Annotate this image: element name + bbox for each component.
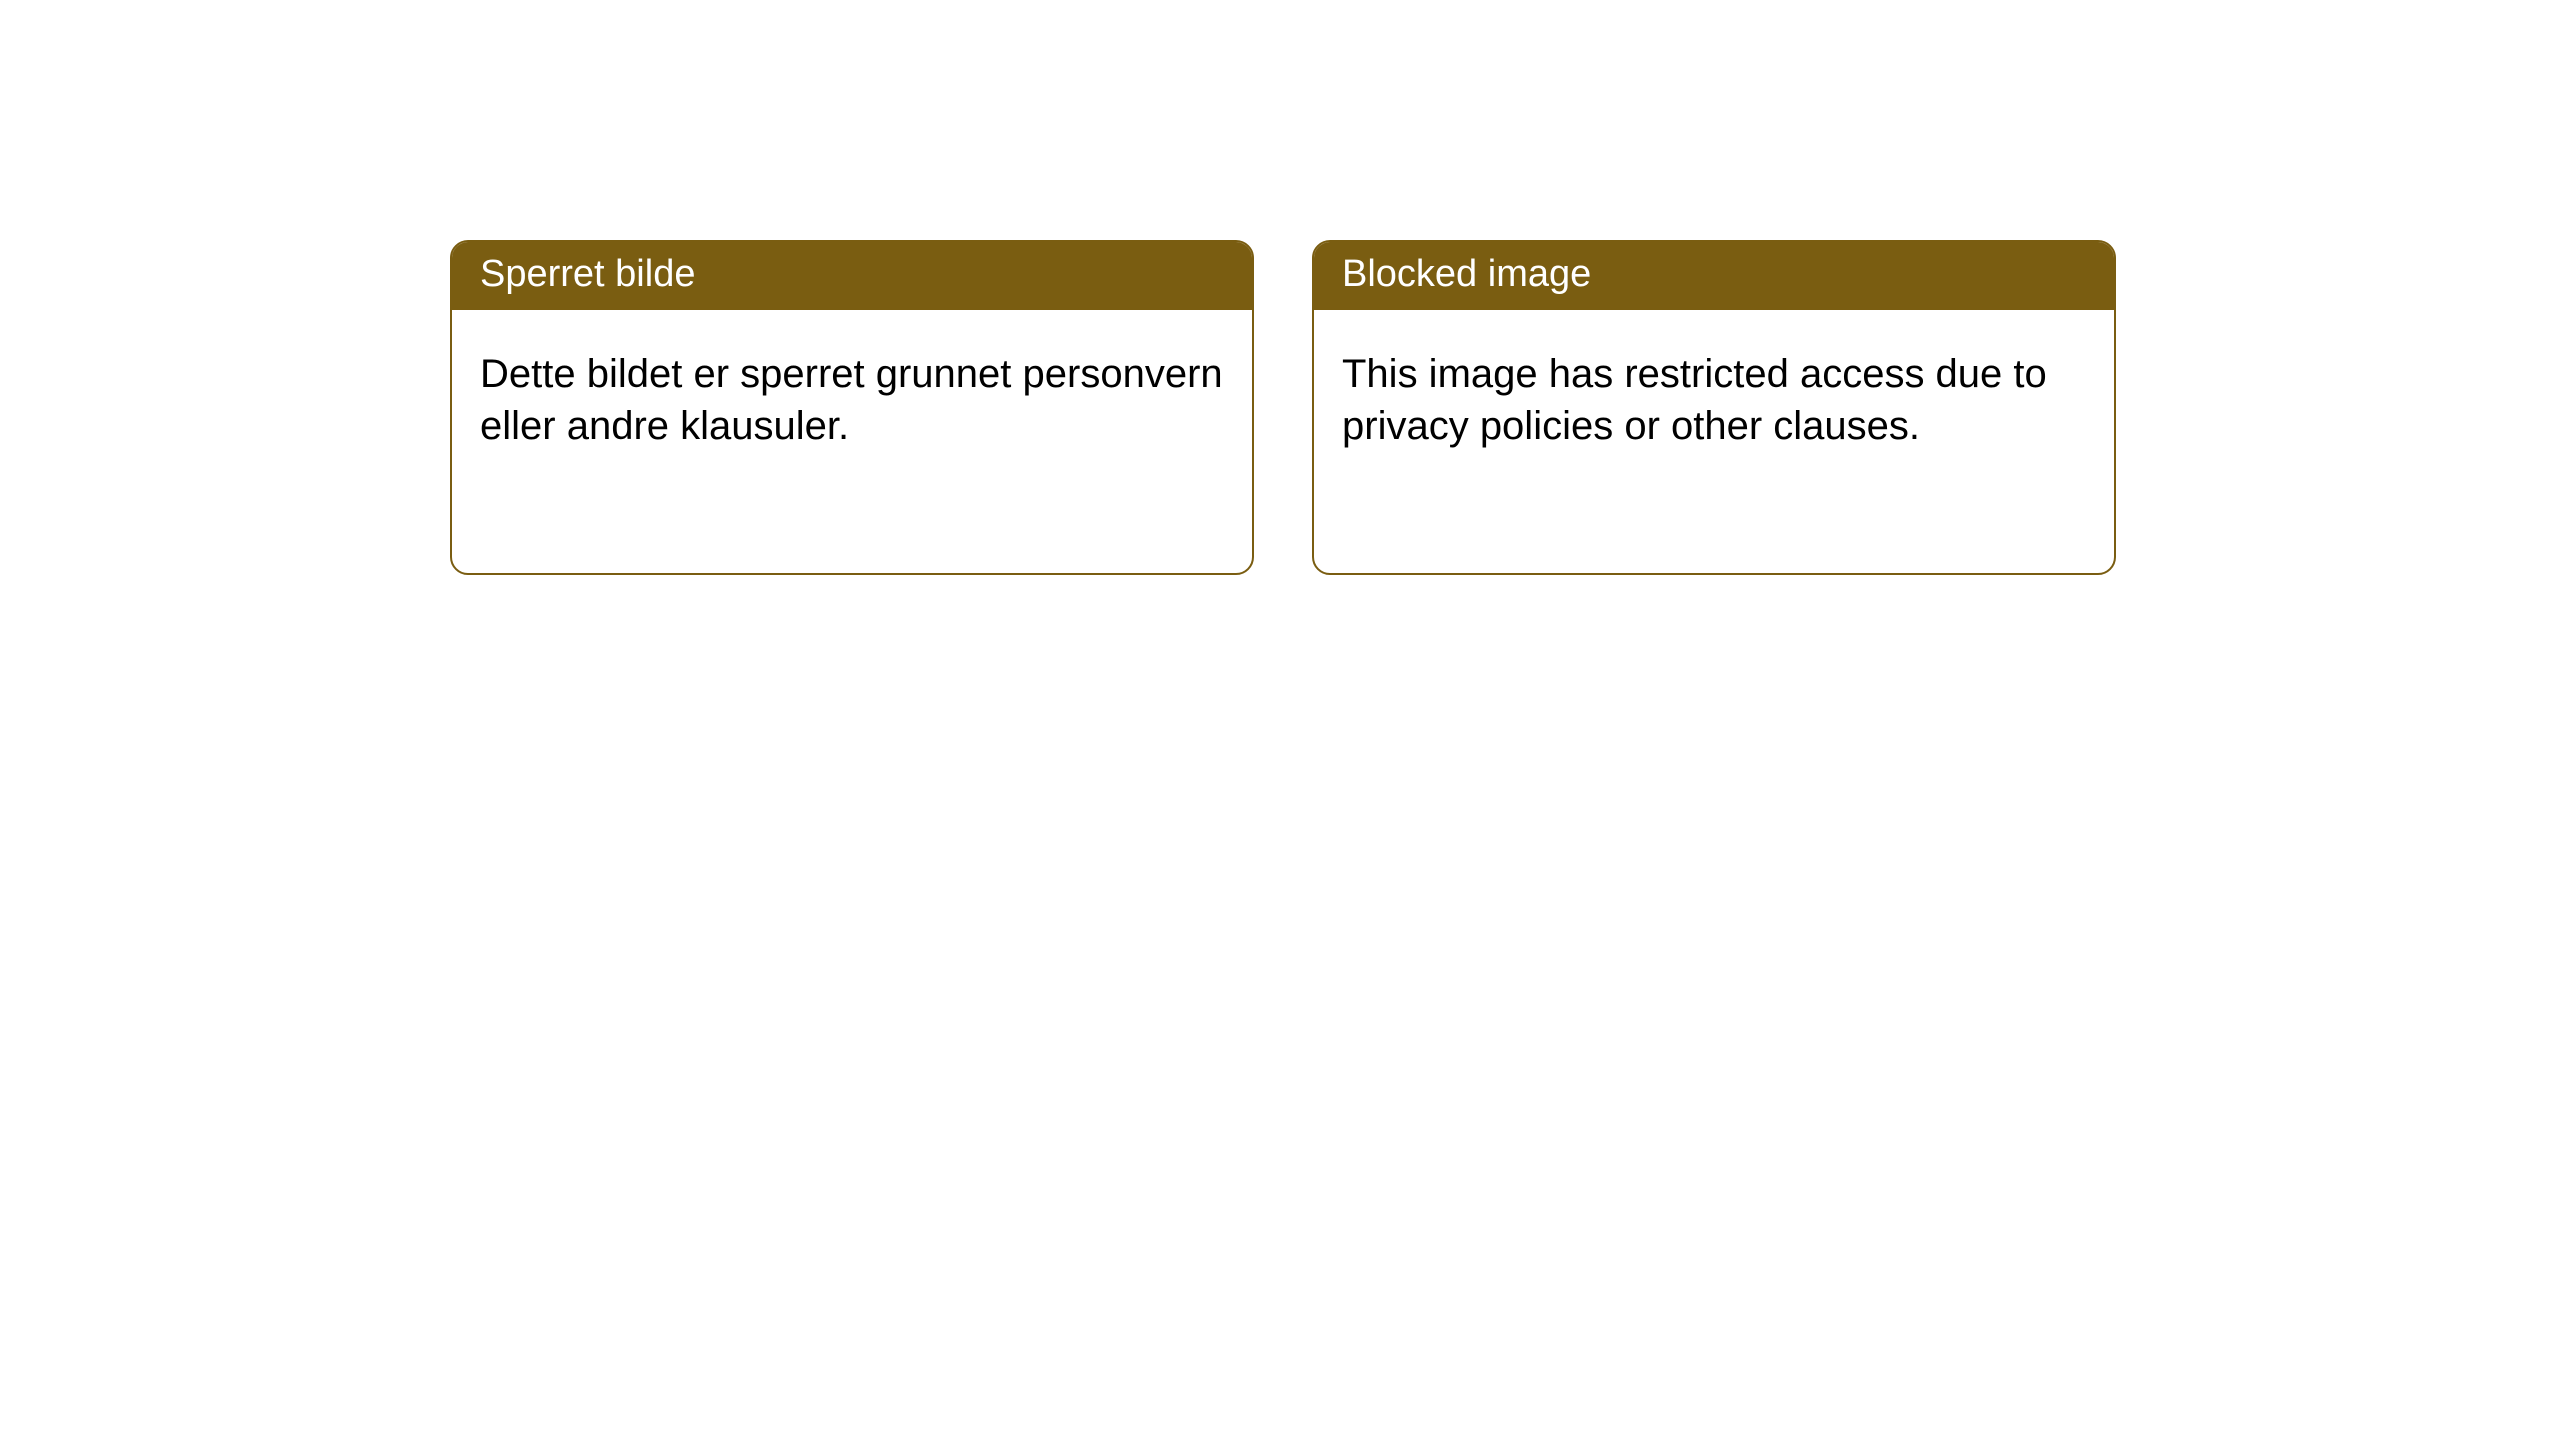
card-header: Sperret bilde <box>452 242 1252 310</box>
notice-card-container: Sperret bilde Dette bildet er sperret gr… <box>450 240 2116 575</box>
notice-card-english: Blocked image This image has restricted … <box>1312 240 2116 575</box>
card-header: Blocked image <box>1314 242 2114 310</box>
notice-card-norwegian: Sperret bilde Dette bildet er sperret gr… <box>450 240 1254 575</box>
card-body-text: This image has restricted access due to … <box>1314 310 2114 480</box>
card-body-text: Dette bildet er sperret grunnet personve… <box>452 310 1252 480</box>
